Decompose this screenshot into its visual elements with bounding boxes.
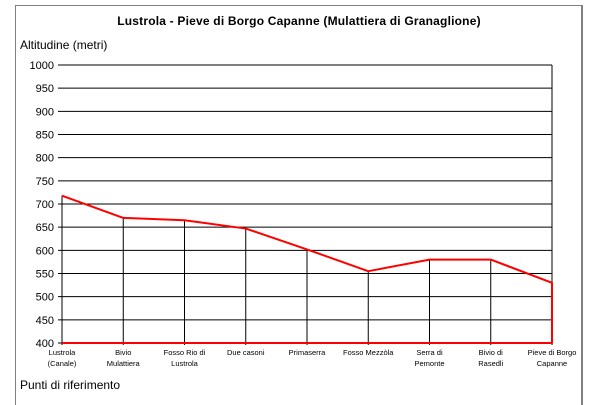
y-tick-label: 600: [36, 245, 54, 257]
y-tick-label: 700: [36, 199, 54, 211]
x-tick-label: Rasedli: [478, 359, 503, 368]
y-tick-label: 400: [36, 338, 54, 350]
y-axis-ticks: 400 450 500 550 600 650 700 750 800 850 900 950 1000: [30, 60, 54, 350]
x-axis-label: Punti di riferimento: [20, 378, 121, 392]
y-tick-label: 450: [36, 315, 54, 327]
chart-title: Lustrola - Pieve di Borgo Capanne (Mulat…: [117, 14, 481, 28]
x-tick-label: Fosso Mezzòla: [343, 348, 394, 357]
y-tick-label: 850: [36, 130, 54, 142]
x-tick-label: Pieve di Borgo: [528, 348, 577, 357]
x-tick-label: Mulattiera: [107, 359, 141, 368]
x-tick-label: Pemonte: [414, 359, 444, 368]
x-tick-label: Fosso Rio di: [164, 348, 206, 357]
chart-frame: [15, 5, 583, 405]
altitude-series: [61, 194, 553, 344]
y-tick-label: 550: [36, 269, 54, 281]
x-tick-label: Due casoni: [227, 348, 265, 357]
y-tick-label: 950: [36, 83, 54, 95]
x-tick-label: Serra di: [416, 348, 443, 357]
x-tick-label: (Canale): [48, 359, 77, 368]
x-tick-label: Bivio di: [479, 348, 504, 357]
x-tick-label: Bivio: [115, 348, 131, 357]
y-tick-label: 1000: [30, 60, 54, 72]
x-axis-ticks: Lustrola (Canale) Bivio Mulattiera Fosso Rio…: [48, 348, 577, 368]
x-tick-label: Lustrola: [171, 359, 199, 368]
y-tick-label: 750: [36, 176, 54, 188]
y-tick-label: 650: [36, 222, 54, 234]
gridlines: [58, 64, 553, 344]
y-axis-label: Altitudine (metri): [20, 38, 108, 52]
y-tick-label: 900: [36, 106, 54, 118]
y-tick-label: 800: [36, 153, 54, 165]
x-tick-label: Primaserra: [289, 348, 327, 357]
x-tick-label: Lustrola: [49, 348, 77, 357]
y-tick-label: 500: [36, 292, 54, 304]
altitude-line: [61, 194, 553, 344]
x-tick-label: Capanne: [537, 359, 567, 368]
